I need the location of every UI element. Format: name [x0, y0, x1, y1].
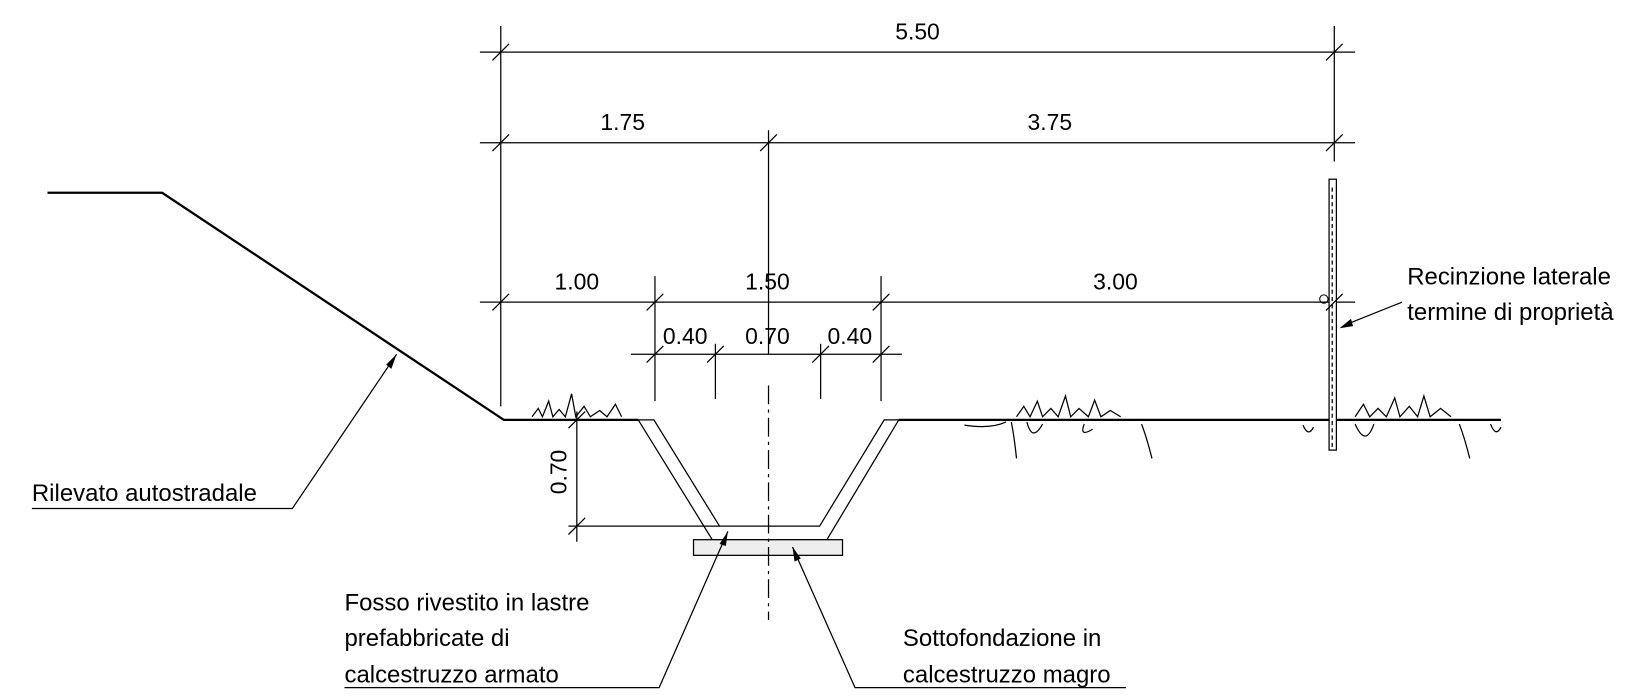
dim-middle: 1.50 — [745, 269, 790, 295]
dim-lower: 0.40 — [663, 323, 708, 349]
label: prefabbricate di — [344, 625, 509, 652]
dimension-tick — [1325, 43, 1344, 61]
label: calcestruzzo magro — [903, 661, 1111, 688]
label: Recinzione laterale — [1407, 263, 1611, 290]
label: Sottofondazione in — [903, 625, 1101, 652]
dim-lower: 0.40 — [828, 323, 873, 349]
dimension-tick — [1325, 133, 1344, 152]
dimension-tick — [568, 411, 586, 429]
dim-upper: 1.75 — [600, 109, 645, 135]
label: Fosso rivestito in lastre — [344, 590, 589, 617]
dimension-tick — [491, 293, 510, 311]
dimension-tick — [811, 345, 830, 364]
dim-middle: 1.00 — [555, 269, 600, 295]
geometry — [31, 26, 1502, 689]
dimension-tick — [759, 133, 778, 152]
dimension-tick — [646, 345, 664, 364]
label: calcestruzzo armato — [344, 661, 558, 688]
label: termine di proprietà — [1407, 299, 1614, 326]
dimension-tick — [491, 133, 510, 152]
dimension-tick — [872, 345, 890, 364]
dimension-tick — [646, 293, 664, 311]
dimension-tick — [706, 345, 725, 364]
dimension-tick — [1325, 293, 1344, 311]
dim-total: 5.50 — [895, 19, 940, 45]
dim-depth: 0.70 — [545, 450, 571, 495]
dim-upper: 3.75 — [1028, 109, 1073, 135]
dimension-tick — [491, 43, 510, 61]
dimension-tick — [872, 293, 890, 311]
dim-middle: 3.00 — [1093, 269, 1138, 295]
dimension-tick — [568, 517, 586, 535]
dim-lower: 0.70 — [745, 323, 790, 349]
label: Rilevato autostradale — [32, 480, 257, 507]
